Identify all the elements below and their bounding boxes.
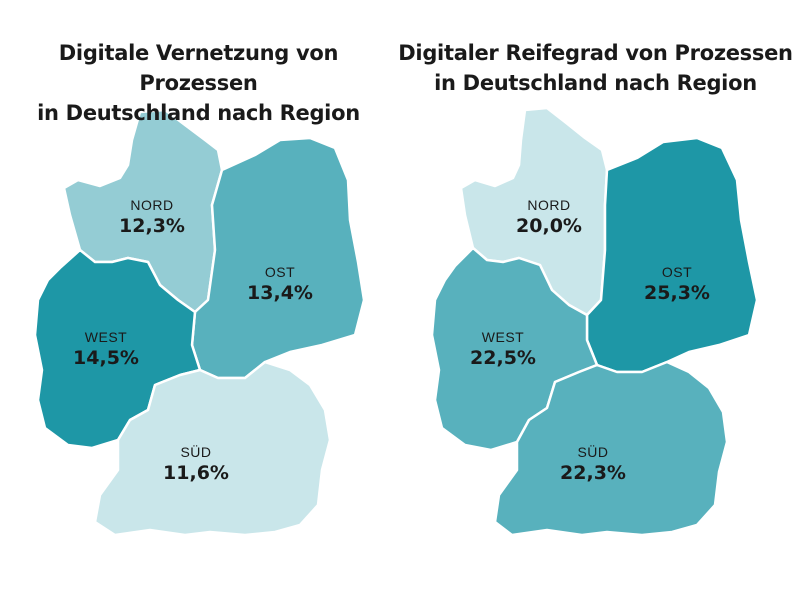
- map-title: Digitale Vernetzung von Prozessen in Deu…: [0, 38, 397, 128]
- label-ost: OST 13,4%: [220, 263, 340, 305]
- region-value: 22,5%: [470, 347, 536, 369]
- map-panel-vernetzung: Digitale Vernetzung von Prozessen in Deu…: [0, 38, 397, 537]
- map-title-line1: Digitaler Reifegrad von Prozessen: [398, 41, 793, 65]
- label-sued: SÜD 11,6%: [136, 443, 256, 485]
- region-value: 12,3%: [119, 215, 185, 237]
- map-panel-reifegrad: Digitaler Reifegrad von Prozessen in Deu…: [397, 0, 794, 600]
- germany-map: [33, 108, 366, 537]
- region-ost: [190, 136, 366, 380]
- germany-map: [430, 106, 759, 537]
- region-name: SÜD: [180, 444, 212, 460]
- region-value: 11,6%: [163, 462, 229, 484]
- region-name: NORD: [130, 197, 174, 213]
- region-name: WEST: [481, 329, 525, 345]
- region-name: OST: [264, 264, 296, 280]
- label-nord: NORD 12,3%: [92, 196, 212, 238]
- map-title: Digitaler Reifegrad von Prozessen in Deu…: [397, 38, 794, 98]
- map-title-line1: Digitale Vernetzung von Prozessen: [58, 41, 339, 95]
- label-west: WEST 22,5%: [443, 328, 563, 370]
- region-sued: [493, 360, 729, 537]
- region-value: 25,3%: [644, 282, 710, 304]
- region-name: SÜD: [577, 444, 609, 460]
- label-ost: OST 25,3%: [617, 263, 737, 305]
- label-nord: NORD 20,0%: [489, 196, 609, 238]
- region-name: OST: [661, 264, 693, 280]
- region-value: 20,0%: [516, 215, 582, 237]
- region-name: WEST: [84, 329, 128, 345]
- map-title-line2: in Deutschland nach Region: [37, 101, 360, 125]
- label-sued: SÜD 22,3%: [533, 443, 653, 485]
- region-ost: [585, 136, 759, 374]
- region-value: 14,5%: [73, 347, 139, 369]
- region-sued: [93, 360, 332, 537]
- map-title-line2: in Deutschland nach Region: [434, 71, 757, 95]
- region-value: 22,3%: [560, 462, 626, 484]
- region-value: 13,4%: [247, 282, 313, 304]
- region-name: NORD: [527, 197, 571, 213]
- label-west: WEST 14,5%: [46, 328, 166, 370]
